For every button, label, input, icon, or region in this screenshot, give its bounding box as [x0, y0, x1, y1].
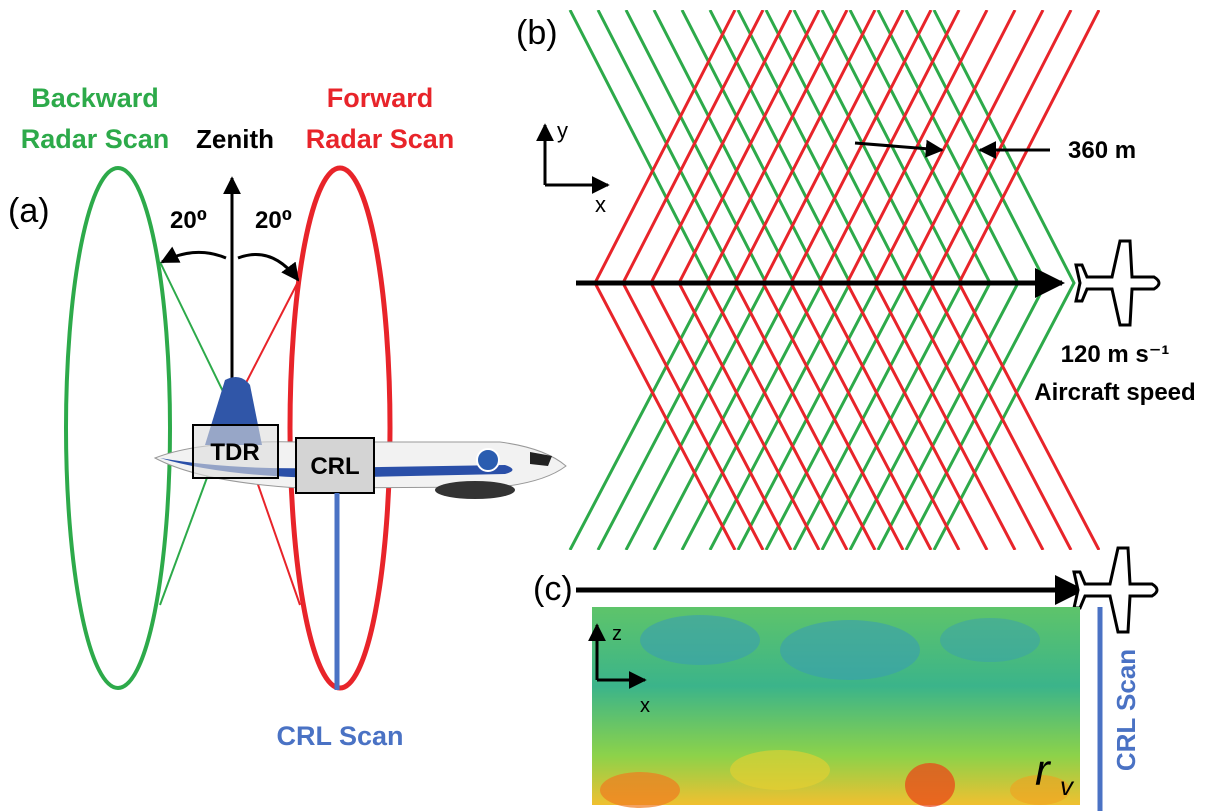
- axis-label: y: [557, 118, 568, 143]
- forward-scan: [290, 168, 390, 688]
- backward-beam-track: [934, 10, 1074, 550]
- axis-label: x: [595, 192, 606, 217]
- backward-label: Backward: [31, 83, 159, 113]
- figure: (a) Backward Radar Scan Forward Radar Sc…: [0, 0, 1222, 811]
- forward-label: Forward: [327, 83, 434, 113]
- spacing-arrow: [855, 143, 942, 150]
- zenith-label: Zenith: [196, 124, 274, 154]
- variable-label: r: [1035, 746, 1052, 795]
- aircraft-icon: [1074, 548, 1157, 632]
- heatmap: [592, 607, 1080, 808]
- panel-label: (c): [533, 570, 573, 608]
- speed-label: 120 m s⁻¹: [1061, 341, 1170, 368]
- crl-label: CRL: [310, 453, 359, 480]
- forward-beam-track: [595, 10, 735, 550]
- axes: [545, 125, 608, 185]
- axis-label: z: [612, 623, 622, 645]
- aircraft-outline: [1074, 548, 1157, 632]
- backward-label: Radar Scan: [21, 124, 170, 154]
- speed-caption: Aircraft speed: [1034, 379, 1195, 406]
- angle-arc: [162, 252, 226, 262]
- angle-label: 20⁰: [255, 207, 292, 234]
- variable-subscript: v: [1060, 771, 1075, 801]
- angle-label: 20⁰: [170, 207, 207, 234]
- axis-label: x: [640, 695, 650, 717]
- angle-arc: [238, 254, 298, 280]
- backward-scan: [66, 168, 170, 688]
- tdr-label: TDR: [210, 439, 259, 466]
- spacing-label: 360 m: [1068, 137, 1136, 164]
- aircraft-icon: [1076, 241, 1159, 325]
- panel-label: (a): [8, 192, 50, 230]
- crl-scan-label: CRL Scan: [276, 721, 403, 751]
- aircraft-outline: [1076, 241, 1159, 325]
- forward-label: Radar Scan: [306, 124, 455, 154]
- panel-label: (b): [516, 14, 558, 52]
- crl-scan-label: CRL Scan: [1111, 649, 1141, 771]
- scan-mesh: [570, 10, 1099, 550]
